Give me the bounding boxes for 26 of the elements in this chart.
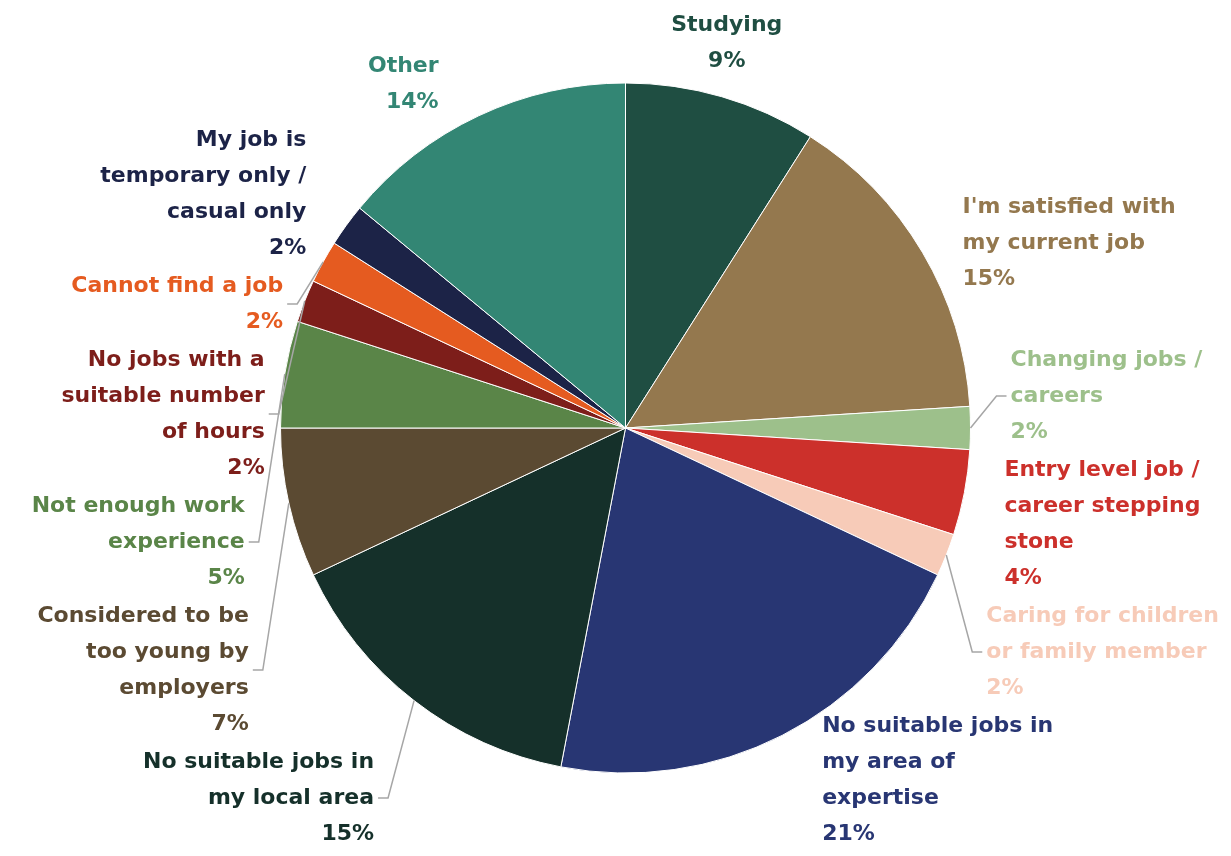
- data-label: 15%: [321, 819, 375, 845]
- slice-label: Caring for children or family member: [986, 601, 1219, 663]
- data-label: 2%: [227, 453, 265, 479]
- slice-label: Studying: [671, 11, 783, 37]
- slice-label: Not enough work experience: [31, 491, 247, 553]
- slice-label: Changing jobs / careers: [1010, 345, 1204, 407]
- slice-label: No suitable jobs in my local area: [142, 747, 375, 809]
- data-label: 2%: [1010, 417, 1048, 443]
- slice-label: Considered to be too young by employers: [37, 601, 249, 699]
- data-label: 2%: [245, 307, 284, 333]
- data-label: 21%: [822, 819, 875, 845]
- slice-label: No suitable jobs in my area of expertise: [822, 711, 1054, 809]
- data-label: 14%: [385, 87, 439, 113]
- data-label: 4%: [1004, 563, 1042, 589]
- slice-label: My job is temporary only / casual only: [100, 125, 308, 223]
- slice-label: Entry level job / career stepping stone: [1004, 455, 1201, 553]
- data-label: 2%: [269, 233, 307, 259]
- slice-label: No jobs with a suitable number of hours: [61, 345, 265, 443]
- slice-label: Other: [367, 51, 439, 77]
- slice-label: I'm satisfied with my current job: [962, 192, 1176, 254]
- data-label: 2%: [986, 673, 1024, 699]
- slice-label: Cannot find a job: [71, 271, 284, 297]
- data-label: 7%: [211, 709, 249, 735]
- data-label: 9%: [708, 47, 746, 73]
- data-label: 5%: [207, 563, 245, 589]
- data-label: 15%: [962, 264, 1016, 290]
